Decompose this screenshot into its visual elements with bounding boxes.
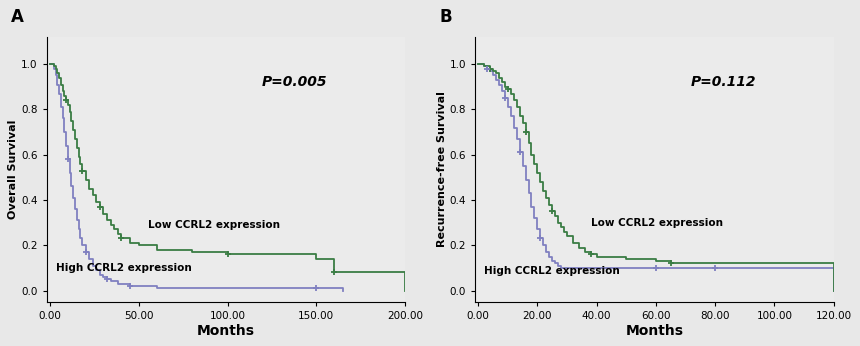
X-axis label: Months: Months [197, 324, 255, 338]
Y-axis label: Recurrence-free Survival: Recurrence-free Survival [437, 91, 447, 247]
Text: B: B [439, 8, 452, 26]
X-axis label: Months: Months [625, 324, 684, 338]
Text: High CCRL2 expression: High CCRL2 expression [484, 266, 620, 275]
Text: Low CCRL2 expression: Low CCRL2 expression [148, 220, 280, 230]
Text: P=0.005: P=0.005 [261, 75, 327, 89]
Text: P=0.112: P=0.112 [691, 75, 756, 89]
Text: Low CCRL2 expression: Low CCRL2 expression [591, 218, 722, 228]
Y-axis label: Overall Survival: Overall Survival [9, 120, 18, 219]
Text: High CCRL2 expression: High CCRL2 expression [56, 263, 191, 273]
Text: A: A [11, 8, 24, 26]
